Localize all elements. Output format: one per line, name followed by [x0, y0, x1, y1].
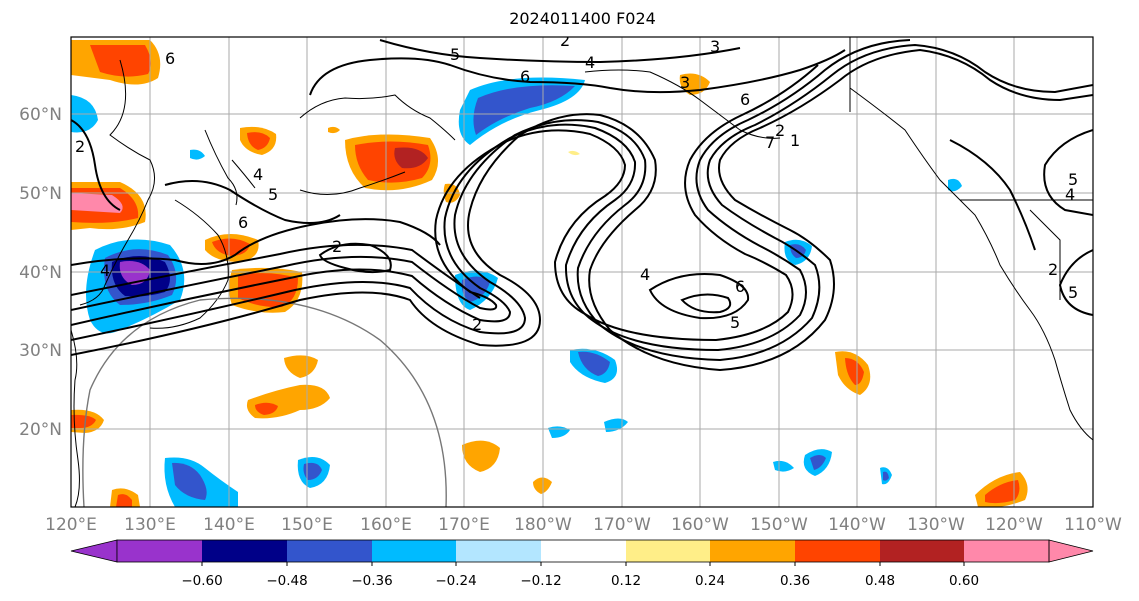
colorbar-segment: [710, 540, 795, 562]
map-title: 2024011400 F024: [509, 9, 656, 28]
colorbar-tick-label: −0.48: [266, 573, 307, 589]
lon-label: 130°E: [124, 515, 176, 535]
contour-label: 1: [790, 131, 800, 150]
colorbar-tick-label: −0.12: [520, 573, 561, 589]
shaded-anomaly-patches: [71, 40, 1028, 507]
range-circle: [82, 297, 447, 507]
colorbar-tick-label: 0.60: [949, 573, 979, 589]
colorbar-extend-low: [70, 539, 118, 563]
contour-label: 4: [585, 53, 595, 72]
contour-label: 6: [165, 49, 175, 68]
lat-label: 20°N: [19, 420, 62, 440]
contour-label: 5: [1068, 283, 1078, 302]
colorbar-segment: [626, 540, 710, 562]
contour-label: 5: [730, 313, 740, 332]
contour-label: 2: [775, 121, 785, 140]
lon-label: 120°W: [985, 515, 1043, 535]
colorbar-tick-label: 0.12: [611, 573, 641, 589]
contour-label: 6: [520, 67, 530, 86]
lon-label: 160°E: [360, 515, 412, 535]
contour-label: 4: [253, 165, 263, 184]
contour-label: 5: [450, 45, 460, 64]
lon-label: 110°W: [1064, 515, 1122, 535]
contour-label-group: 2 3 4 5 6 7 1 2 3 4 5 6 2 5 4 6 6 5 4 2 …: [75, 31, 1078, 334]
lon-label: 140°E: [203, 515, 255, 535]
colorbar-extend-high: [1048, 539, 1094, 563]
colorbar-ticks: [201, 562, 965, 566]
contour-label: 3: [680, 73, 690, 92]
contour-label: 3: [710, 37, 720, 56]
colorbar-segment: [287, 540, 372, 562]
colorbar-tick-label: 0.36: [780, 573, 810, 589]
lon-label: 120°E: [45, 515, 97, 535]
contour-lines: [71, 39, 1093, 372]
colorbar-segment: [541, 540, 626, 562]
contour-label: 6: [238, 213, 248, 232]
lon-label: 130°W: [907, 515, 965, 535]
lon-label: 170°W: [593, 515, 651, 535]
colorbar-tick-label: 0.48: [865, 573, 895, 589]
coastlines: [71, 37, 1093, 507]
colorbar-frame: [116, 539, 1050, 563]
contour-label: 2: [75, 137, 85, 156]
contour-label: 2: [332, 237, 342, 256]
colorbar-tick-label: −0.60: [181, 573, 222, 589]
lon-label: 180°W: [514, 515, 572, 535]
contour-label: 2: [1048, 260, 1058, 279]
colorbar-segment: [795, 540, 880, 562]
colorbar-tick-label: −0.24: [435, 573, 476, 589]
colorbar-segment: [964, 540, 1049, 562]
lon-label: 140°W: [828, 515, 886, 535]
contour-label: 4: [640, 265, 650, 284]
colorbar-segment: [456, 540, 541, 562]
contour-label: 7: [765, 133, 775, 152]
lat-label: 40°N: [19, 263, 62, 283]
colorbar-segment: [117, 540, 202, 562]
lat-label: 30°N: [19, 341, 62, 361]
lon-label: 160°W: [671, 515, 729, 535]
colorbar-segment: [202, 540, 287, 562]
longitude-labels: 120°E 130°E 140°E 150°E 160°E 170°E 180°…: [45, 515, 1122, 535]
lon-label: 170°E: [438, 515, 490, 535]
contour-label: 5: [1068, 170, 1078, 189]
lat-label: 50°N: [19, 184, 62, 204]
contour-label: 4: [100, 261, 110, 280]
latitude-labels: 60°N 50°N 40°N 30°N 20°N: [19, 105, 62, 440]
lon-label: 150°E: [281, 515, 333, 535]
contour-label: 5: [268, 185, 278, 204]
colorbar-segment: [372, 540, 456, 562]
colorbar-tick-label: −0.36: [351, 573, 392, 589]
lon-label: 150°W: [750, 515, 808, 535]
colorbar: −0.60 −0.48 −0.36 −0.24 −0.12 0.12 0.24 …: [70, 539, 1094, 589]
colorbar-tick-label: 0.24: [695, 573, 725, 589]
contour-label: 4: [1065, 185, 1075, 204]
map-frame: [70, 36, 1094, 508]
contour-label: 2: [472, 315, 482, 334]
colorbar-segment: [880, 540, 964, 562]
lat-label: 60°N: [19, 105, 62, 125]
contour-label: 2: [560, 31, 570, 50]
contour-label: 6: [740, 90, 750, 109]
contour-label: 6: [735, 277, 745, 296]
